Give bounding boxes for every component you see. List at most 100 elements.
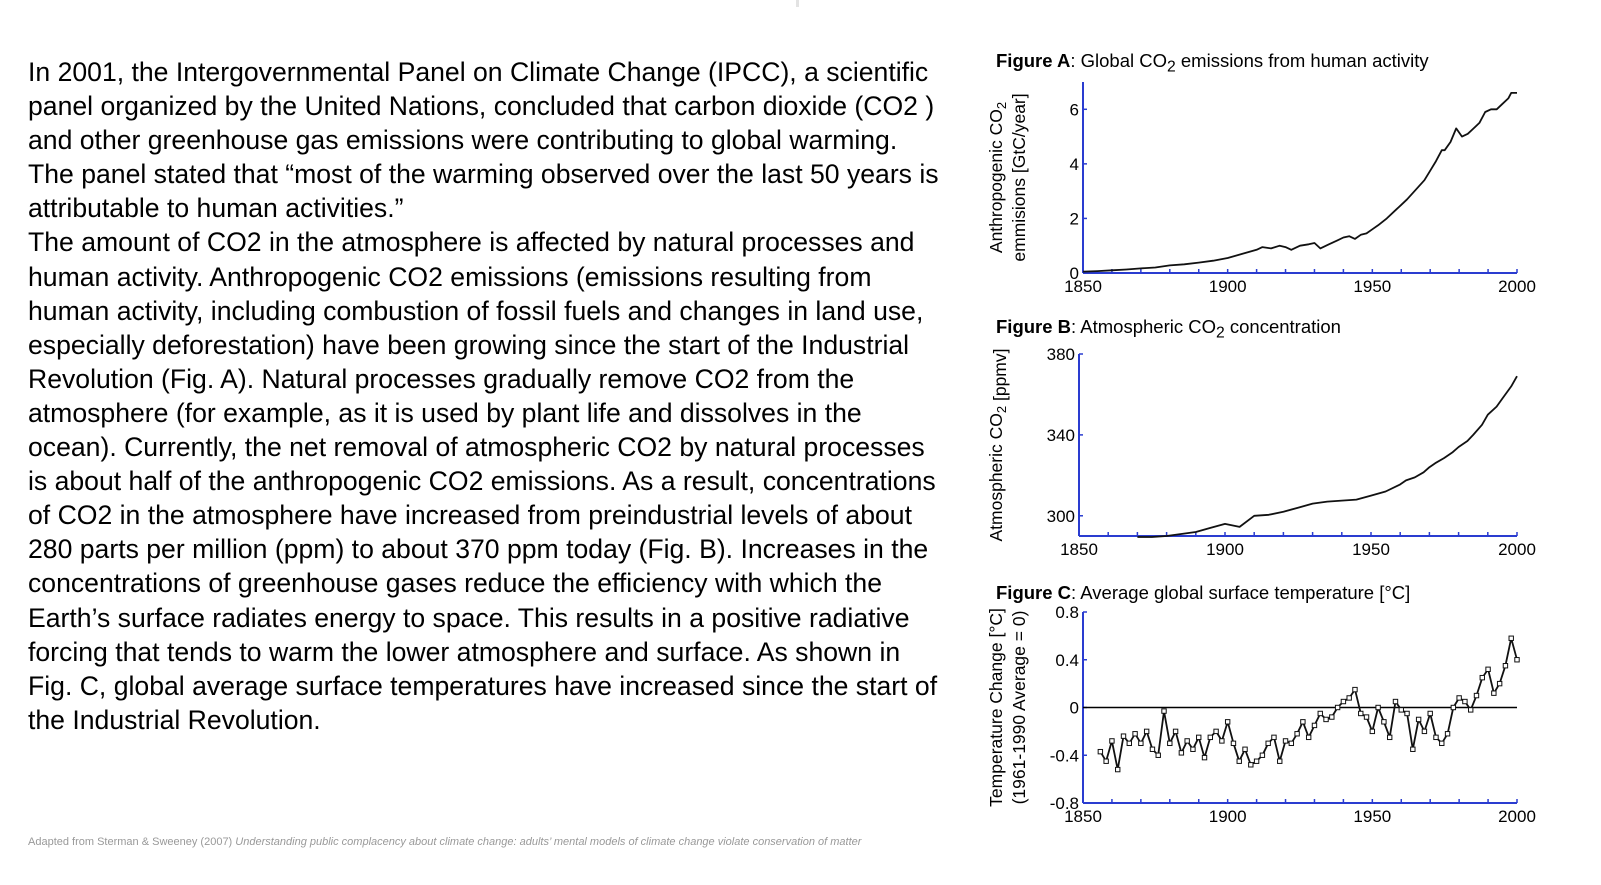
- x-tick-label: 2000: [1498, 807, 1536, 826]
- data-point: [1346, 695, 1352, 701]
- data-series-line: [1099, 637, 1518, 771]
- data-point: [1404, 710, 1410, 717]
- figure-c-label: Figure C: [996, 582, 1072, 603]
- figure-c-title: Figure C: Average global surface tempera…: [996, 582, 1410, 604]
- data-point: [1496, 680, 1503, 687]
- data-point: [1132, 731, 1138, 737]
- data-point: [1421, 728, 1428, 735]
- data-point: [1508, 635, 1514, 641]
- paragraph-co2: The amount of CO2 in the atmosphere is a…: [28, 227, 938, 735]
- data-point: [1236, 758, 1242, 764]
- y-axis-label: (1961-1990 Average = 0): [1009, 611, 1029, 805]
- data-point: [1334, 704, 1341, 711]
- x-tick-label: 1900: [1209, 807, 1247, 826]
- data-point: [1184, 738, 1190, 744]
- y-tick-label: 0: [1070, 264, 1079, 283]
- y-axis-label: Atmospheric CO2 [ppmv]: [986, 349, 1010, 542]
- data-point: [1294, 731, 1300, 737]
- y-tick-label: 380: [1047, 345, 1075, 364]
- data-point: [1514, 657, 1520, 663]
- source-title: Understanding public complacency about c…: [235, 836, 862, 848]
- data-point: [1213, 728, 1219, 735]
- data-point: [1433, 734, 1439, 741]
- data-point: [1207, 734, 1214, 741]
- data-point: [1468, 707, 1474, 713]
- data-point: [1323, 716, 1329, 723]
- data-point: [1317, 710, 1323, 717]
- data-point: [1109, 738, 1115, 744]
- y-tick-label: 2: [1070, 209, 1079, 228]
- source-prefix: Adapted from Sterman & Sweeney (2007): [28, 836, 236, 848]
- data-point: [1363, 714, 1370, 720]
- data-point: [1369, 728, 1376, 735]
- y-tick-label: 0: [1070, 699, 1079, 718]
- data-point: [1277, 758, 1283, 764]
- figure-a-label: Figure A: [996, 50, 1071, 71]
- data-point: [1190, 746, 1196, 752]
- figure-a-title: Figure A: Global CO2 emissions from huma…: [996, 50, 1429, 77]
- figure-b-title-text: : Atmospheric CO2 concentration: [1071, 316, 1341, 342]
- source-citation: Adapted from Sterman & Sweeney (2007) Un…: [28, 836, 968, 848]
- data-point: [1248, 762, 1254, 768]
- paragraph-ipcc: In 2001, the Intergovernmental Panel on …: [28, 57, 939, 224]
- data-point: [1491, 690, 1497, 696]
- x-tick-label: 1950: [1352, 540, 1390, 559]
- data-point: [1120, 733, 1127, 739]
- data-point: [1149, 746, 1156, 752]
- data-point: [1352, 686, 1358, 693]
- data-point: [1265, 740, 1271, 747]
- data-point: [1329, 714, 1335, 720]
- data-point: [1381, 719, 1387, 725]
- y-tick-label: 6: [1070, 100, 1079, 119]
- y-tick-label: 340: [1047, 426, 1075, 445]
- data-point: [1340, 698, 1347, 705]
- scroll-indicator: [796, 0, 799, 7]
- y-tick-label: -0.8: [1050, 794, 1079, 813]
- data-point: [1427, 710, 1433, 717]
- data-point: [1392, 698, 1399, 705]
- data-point: [1161, 708, 1167, 714]
- data-point: [1502, 663, 1509, 669]
- data-point: [1439, 740, 1445, 747]
- data-series-line: [1137, 375, 1518, 538]
- data-point: [1224, 719, 1231, 725]
- data-series-line: [1082, 91, 1517, 273]
- x-tick-label: 2000: [1498, 540, 1536, 559]
- data-point: [1253, 758, 1260, 764]
- x-tick-label: 1850: [1060, 540, 1098, 559]
- data-point: [1450, 704, 1457, 711]
- data-point: [1143, 728, 1150, 735]
- figure-b-title: Figure B: Atmospheric CO2 concentration: [996, 316, 1341, 343]
- data-point: [1311, 722, 1318, 729]
- y-tick-label: 300: [1047, 507, 1075, 526]
- y-tick-label: -0.4: [1050, 746, 1079, 765]
- y-axis-label: emmisions [GtC/year]: [1009, 93, 1029, 261]
- data-point: [1167, 740, 1173, 747]
- figure-b-label: Figure B: [996, 316, 1072, 337]
- data-point: [1386, 734, 1393, 741]
- data-point: [1201, 754, 1208, 761]
- data-point: [1242, 746, 1248, 752]
- x-tick-label: 1950: [1353, 807, 1391, 826]
- figure-a-chart: 1850 1900 1950 2000 0 2 4 6 Anthropogenic CO2 emm…: [986, 82, 1536, 296]
- data-point: [1196, 734, 1202, 741]
- data-point: [1410, 746, 1416, 752]
- data-point: [1282, 738, 1289, 744]
- y-tick-label: 0.4: [1055, 651, 1079, 670]
- x-tick-label: 2000: [1498, 277, 1536, 296]
- data-point: [1305, 734, 1312, 741]
- figure-a-title-text: : Global CO2 emissions from human activi…: [1070, 50, 1429, 76]
- data-point: [1444, 731, 1451, 737]
- y-tick-label: 4: [1070, 155, 1079, 174]
- data-point: [1219, 738, 1225, 744]
- x-tick-label: 1950: [1353, 277, 1391, 296]
- data-point: [1172, 728, 1179, 735]
- data-point: [1358, 710, 1364, 717]
- data-point: [1097, 748, 1104, 755]
- x-tick-label: 1850: [1064, 807, 1102, 826]
- data-point: [1155, 752, 1161, 758]
- data-point: [1230, 740, 1237, 747]
- figure-c-chart: 1850 1900 1950 2000 0.8 0.4 0 -0.4 -0.8 Temperatu…: [986, 603, 1536, 826]
- y-tick-label: 0.8: [1055, 603, 1079, 622]
- data-point: [1178, 750, 1185, 756]
